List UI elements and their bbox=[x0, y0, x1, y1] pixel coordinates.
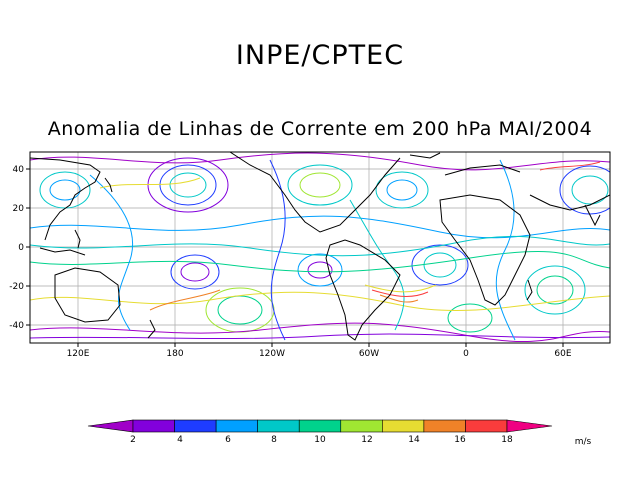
legend-segment bbox=[215, 419, 258, 433]
lat-tick-label: -40 bbox=[9, 321, 24, 331]
map-title: Anomalia de Linhas de Corrente em 200 hP… bbox=[47, 118, 593, 140]
legend-label: 8 bbox=[271, 435, 277, 445]
lat-tick-label: 20 bbox=[13, 204, 25, 214]
lon-tick-label: 180 bbox=[166, 349, 183, 359]
plot-area bbox=[30, 152, 610, 343]
legend-label: 14 bbox=[408, 435, 420, 445]
legend-unit: m/s bbox=[575, 437, 592, 447]
legend-label: 6 bbox=[225, 435, 231, 445]
streamline-map: 40 20 0 -20 -40 120E 180 120W 60W 0 60E bbox=[9, 151, 611, 359]
color-legend-segments bbox=[87, 419, 553, 433]
lon-tick-label: 0 bbox=[463, 349, 469, 359]
legend-label: 2 bbox=[130, 435, 136, 445]
legend-segment bbox=[132, 419, 175, 433]
legend-end-high bbox=[506, 419, 553, 433]
legend-label: 16 bbox=[454, 435, 466, 445]
lat-tick-label: -20 bbox=[9, 282, 24, 292]
streamlines bbox=[30, 152, 610, 343]
legend-segment bbox=[423, 419, 466, 433]
lon-tick-label: 60E bbox=[554, 349, 571, 359]
color-legend: 2 4 6 8 10 12 14 16 18 m/s bbox=[87, 419, 592, 447]
legend-label: 12 bbox=[361, 435, 372, 445]
lon-tick-label: 120W bbox=[259, 349, 285, 359]
lon-tick-label: 120E bbox=[67, 349, 90, 359]
legend-segment bbox=[465, 419, 508, 433]
legend-segment bbox=[257, 419, 300, 433]
legend-label: 10 bbox=[314, 435, 326, 445]
legend-segment bbox=[298, 419, 342, 433]
legend-end-low bbox=[87, 419, 134, 433]
legend-label: 4 bbox=[177, 435, 183, 445]
legend-label: 18 bbox=[501, 435, 513, 445]
lat-tick-label: 40 bbox=[13, 165, 25, 175]
axis-ticks bbox=[26, 168, 564, 347]
legend-segment bbox=[174, 419, 217, 433]
legend-segment bbox=[340, 419, 383, 433]
lon-tick-label: 60W bbox=[359, 349, 379, 359]
lat-tick-label: 0 bbox=[18, 243, 24, 253]
legend-segment bbox=[382, 419, 425, 433]
organization-title: INPE/CPTEC bbox=[235, 40, 405, 71]
coastlines bbox=[30, 152, 610, 341]
